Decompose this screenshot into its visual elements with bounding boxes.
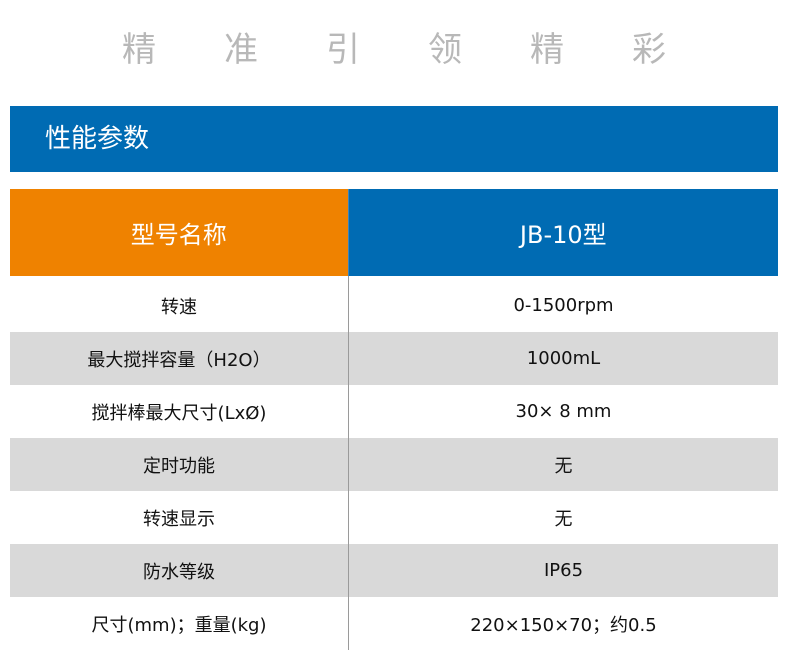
section-title: 性能参数 (10, 106, 778, 172)
header-model: JB-10型 (347, 189, 778, 276)
table-row: 最大搅拌容量（H2O） 1000mL (10, 332, 778, 385)
row-label: 搅拌棒最大尺寸(LxØ) (10, 385, 349, 438)
slogan-char: 引 (326, 30, 360, 70)
slogan-char: 精 (530, 30, 564, 70)
row-value: 0-1500rpm (513, 295, 614, 316)
row-value: 无 (554, 508, 573, 530)
row-label: 尺寸(mm)；重量(kg) (10, 597, 349, 650)
row-value: 30× 8 mm (515, 401, 612, 422)
row-value: 无 (554, 455, 573, 477)
divider (10, 276, 778, 279)
slogan-char: 彩 (632, 30, 666, 70)
table-header: 型号名称 JB-10型 (10, 189, 778, 276)
row-label: 转速显示 (10, 491, 349, 544)
slogan-char: 准 (224, 30, 258, 70)
row-value: 1000mL (526, 348, 601, 369)
row-label: 转速 (10, 279, 349, 332)
table-row: 定时功能 无 (10, 438, 778, 491)
row-label: 最大搅拌容量（H2O） (10, 332, 349, 385)
slogan-char: 领 (428, 30, 462, 70)
row-value: 220×150×70；约0.5 (470, 614, 657, 636)
table-row: 搅拌棒最大尺寸(LxØ) 30× 8 mm (10, 385, 778, 438)
row-label: 防水等级 (10, 544, 349, 597)
table-row: 防水等级 IP65 (10, 544, 778, 597)
header-label: 型号名称 (10, 189, 348, 276)
slogan: 精 准 引 领 精 彩 (0, 22, 788, 71)
row-label: 定时功能 (10, 438, 349, 491)
table-row: 转速 0-1500rpm (10, 279, 778, 332)
table-row: 尺寸(mm)；重量(kg) 220×150×70；约0.5 (10, 597, 778, 650)
slogan-char: 精 (122, 30, 156, 70)
row-value: IP65 (543, 560, 584, 581)
table-row: 转速显示 无 (10, 491, 778, 544)
spec-table: 型号名称 JB-10型 转速 0-1500rpm 最大搅拌容量（H2O） 100… (10, 189, 778, 650)
